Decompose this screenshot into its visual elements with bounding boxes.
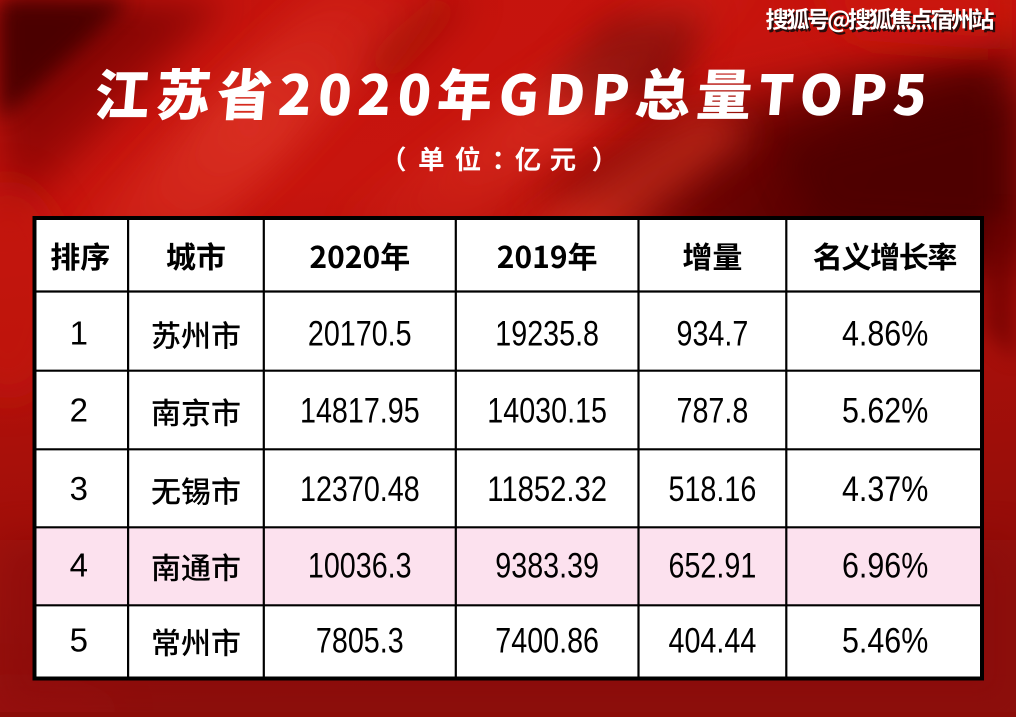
svg-text:10036.3: 10036.3	[308, 547, 412, 586]
svg-text:7805.3: 7805.3	[316, 622, 404, 661]
svg-text:14817.95: 14817.95	[300, 392, 420, 431]
svg-text:14030.15: 14030.15	[487, 392, 607, 431]
svg-text:20170.5: 20170.5	[308, 314, 412, 353]
svg-text:5.62%: 5.62%	[842, 392, 928, 431]
svg-text:12370.48: 12370.48	[300, 470, 420, 509]
svg-text:11852.32: 11852.32	[487, 470, 607, 509]
svg-text:2: 2	[70, 392, 88, 429]
svg-text:787.8: 787.8	[677, 392, 749, 431]
svg-text:5.46%: 5.46%	[842, 622, 928, 661]
svg-text:934.7: 934.7	[677, 314, 749, 353]
svg-text:7400.86: 7400.86	[495, 622, 599, 661]
svg-text:3: 3	[70, 470, 88, 507]
svg-text:4: 4	[70, 547, 88, 584]
svg-text:6.96%: 6.96%	[842, 547, 928, 586]
svg-text:404.44: 404.44	[669, 622, 757, 661]
svg-text:4.86%: 4.86%	[842, 314, 928, 353]
svg-text:4.37%: 4.37%	[842, 470, 928, 509]
svg-text:1: 1	[70, 314, 88, 351]
svg-text:5: 5	[70, 622, 88, 659]
svg-text:9383.39: 9383.39	[495, 547, 599, 586]
svg-text:19235.8: 19235.8	[495, 314, 599, 353]
svg-text:518.16: 518.16	[669, 470, 757, 509]
svg-text:652.91: 652.91	[669, 547, 757, 586]
